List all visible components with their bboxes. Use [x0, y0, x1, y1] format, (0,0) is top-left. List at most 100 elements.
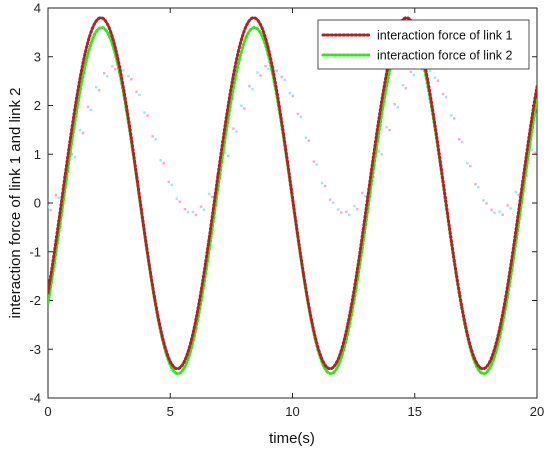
artifact-dot [364, 194, 367, 198]
legend-label-link-1: interaction force of link 1 [377, 29, 513, 43]
artifact-dot [86, 105, 90, 109]
artifact-dot [191, 210, 195, 214]
artifact-dot [323, 184, 327, 188]
artifact-dot [81, 131, 85, 135]
artifact-dot [506, 204, 509, 207]
y-tick-label: 4 [34, 1, 41, 16]
artifact-dot [460, 140, 464, 144]
x-axis-ticks: 0 5 10 15 20 [44, 8, 544, 419]
y-tick-label: -2 [29, 293, 41, 308]
artifact-dot [304, 136, 308, 140]
artifact-dot [336, 208, 340, 211]
artifact-dot [404, 86, 408, 90]
artifact-dot [396, 106, 399, 109]
artifact-dot [291, 94, 295, 98]
artifact-dot [135, 90, 138, 94]
artifact-dot [202, 208, 206, 211]
artifact-dot [70, 152, 74, 156]
artifact-dot [97, 88, 101, 92]
artifact-dot [288, 91, 292, 95]
artifact-dot [251, 87, 254, 91]
artifact-dot [280, 75, 283, 79]
artifact-dot [207, 192, 211, 196]
artifact-dot [159, 158, 162, 162]
artifact-dot [339, 211, 343, 214]
artifact-dot [130, 77, 133, 81]
series-layer [48, 16, 537, 376]
artifact-dot [89, 108, 93, 112]
artifact-dot [259, 74, 262, 77]
artifact-dot [114, 68, 117, 71]
artifact-dot [444, 95, 448, 99]
artifact-dot [328, 198, 332, 201]
artifact-dot [243, 107, 246, 110]
artifact-dot [331, 201, 335, 204]
artifact-dot [151, 135, 154, 138]
artifact-dot [380, 153, 383, 156]
artifact-dot [533, 151, 537, 155]
artifact-dot [264, 64, 267, 68]
y-tick-label: -4 [29, 391, 41, 406]
background-artifact-dots [48, 64, 537, 217]
artifact-dot [428, 69, 432, 73]
artifact-dot [401, 83, 405, 87]
artifact-dot [111, 65, 114, 68]
artifact-dot [183, 207, 187, 211]
x-tick-label: 10 [285, 404, 299, 419]
artifact-dot [356, 207, 359, 211]
artifact-dot [485, 202, 488, 205]
legend: interaction force of link 1 interaction … [317, 19, 530, 70]
artifact-dot [267, 67, 270, 71]
artifact-dot [194, 213, 198, 217]
artifact-dot [248, 84, 251, 88]
artifact-dot [283, 78, 286, 82]
artifact-dot [433, 76, 437, 79]
artifact-dot [227, 154, 230, 158]
artifact-dot [412, 73, 416, 77]
artifact-dot [307, 139, 311, 143]
y-tick-label: -1 [29, 244, 41, 259]
artifact-dot [105, 74, 109, 78]
artifact-dot [232, 127, 235, 130]
legend-box [317, 19, 530, 70]
artifact-dot [170, 183, 174, 187]
artifact-dot [514, 190, 517, 194]
artifact-dot [477, 185, 480, 189]
x-tick-label: 5 [167, 404, 174, 419]
artifact-dot [393, 103, 396, 106]
x-tick-label: 0 [44, 404, 51, 419]
y-tick-label: 1 [34, 147, 41, 162]
artifact-dot [275, 69, 278, 72]
artifact-dot [73, 155, 77, 159]
artifact-dot [256, 71, 259, 74]
artifact-dot [530, 148, 534, 152]
artifact-dot [299, 115, 303, 119]
artifact-dot [509, 207, 512, 210]
artifact-dot [501, 213, 504, 216]
artifact-dot [474, 182, 477, 186]
artifact-dot [312, 160, 316, 163]
artifact-dot [296, 112, 300, 116]
y-tick-label: 2 [34, 98, 41, 113]
artifact-dot [154, 138, 157, 141]
artifact-dot [175, 197, 179, 201]
x-tick-label: 20 [530, 404, 544, 419]
y-axis-title: interaction force of link 1 and link 2 [7, 88, 24, 319]
artifact-dot [409, 70, 413, 74]
artifact-dot [146, 114, 149, 117]
artifact-dot [240, 104, 243, 107]
artifact-dot [143, 111, 146, 114]
artifact-dot [167, 180, 171, 184]
artifact-dot [178, 200, 182, 204]
artifact-dot [457, 137, 461, 141]
x-tick-label: 15 [408, 404, 422, 419]
artifact-dot [482, 199, 485, 202]
artifact-dot [436, 79, 440, 82]
artifact-dot [162, 161, 165, 165]
artifact-dot [235, 130, 238, 133]
artifact-dot [186, 210, 190, 214]
artifact-dot [469, 164, 472, 168]
artifact-dot [466, 161, 469, 165]
